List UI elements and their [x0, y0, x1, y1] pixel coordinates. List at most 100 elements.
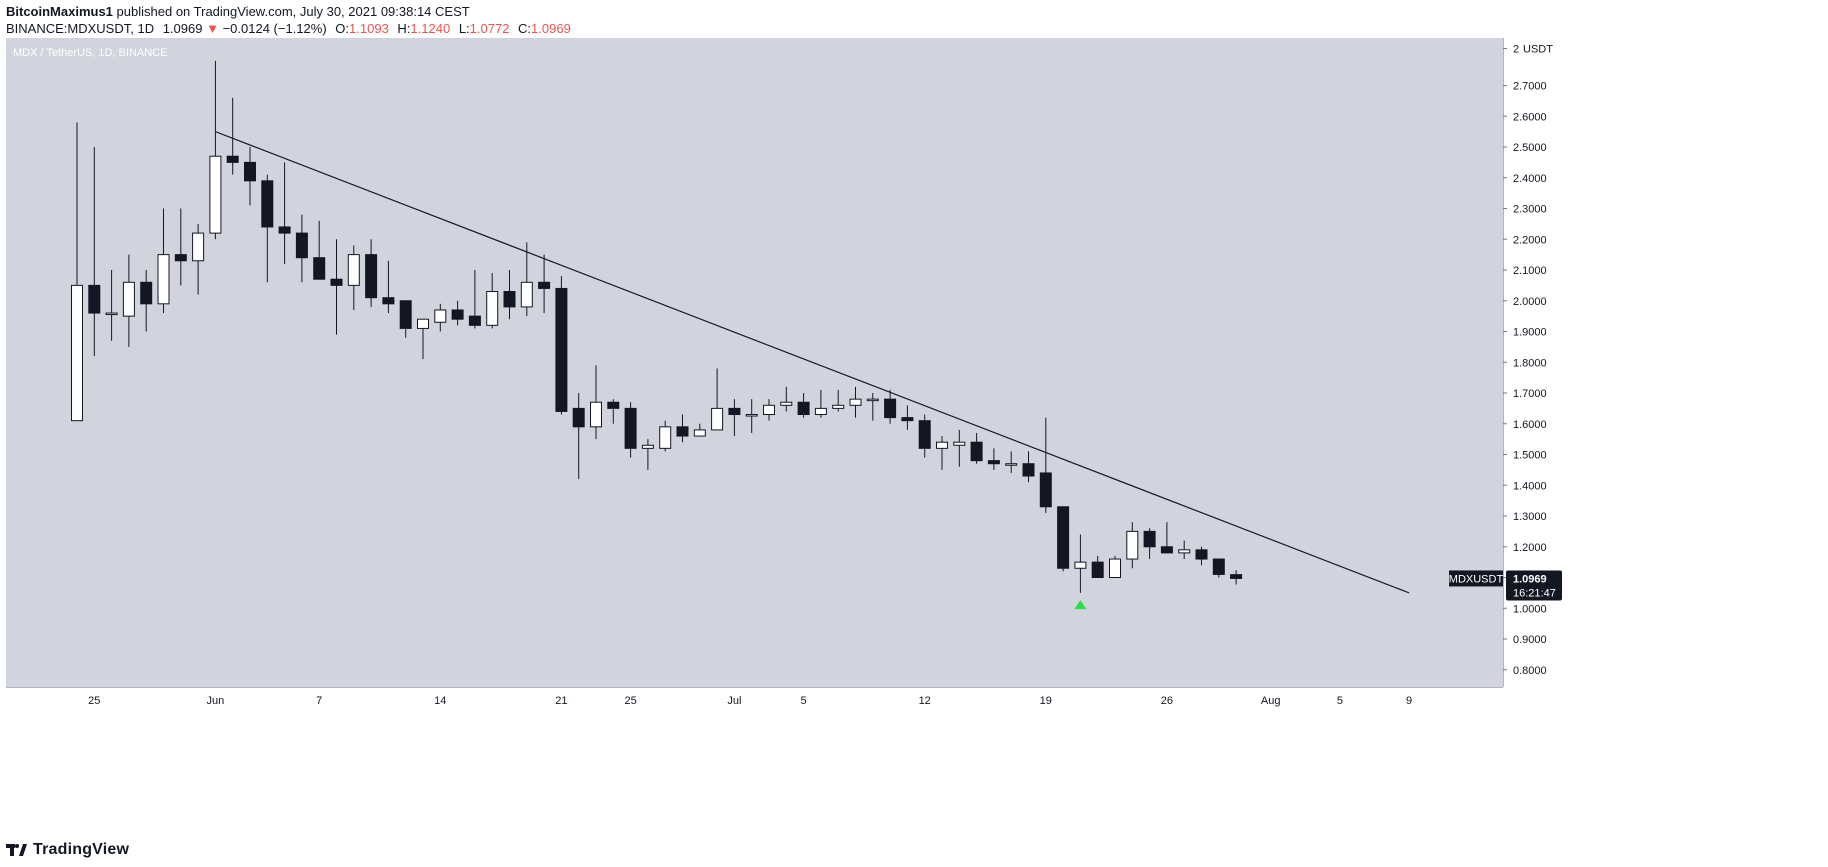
candle-down[interactable] — [676, 414, 689, 443]
x-tick-label: 5 — [1337, 695, 1343, 707]
candle-down[interactable] — [313, 220, 326, 280]
candle-up[interactable] — [1005, 451, 1018, 473]
candle-down[interactable] — [538, 254, 551, 314]
candle-down[interactable] — [1195, 546, 1208, 566]
candle-down[interactable] — [918, 414, 931, 458]
candle-down[interactable] — [1057, 506, 1070, 572]
tradingview-logo[interactable]: TradingView — [6, 840, 129, 860]
candle-up[interactable] — [953, 429, 966, 467]
candle-up[interactable] — [1074, 534, 1087, 593]
candle-up[interactable] — [814, 389, 827, 418]
candle-body — [105, 312, 118, 316]
candle-up[interactable] — [1109, 555, 1121, 578]
candle-up[interactable] — [434, 303, 447, 332]
candle-down[interactable] — [244, 147, 256, 206]
candle-down[interactable] — [295, 214, 308, 283]
candle-down[interactable] — [555, 276, 568, 415]
candle-down[interactable] — [1039, 417, 1052, 513]
candle-up[interactable] — [641, 439, 654, 470]
candle-up[interactable] — [780, 386, 793, 412]
candle-up[interactable] — [832, 389, 845, 412]
candle-down[interactable] — [140, 270, 153, 332]
candle-down[interactable] — [607, 399, 620, 424]
candle-up[interactable] — [590, 365, 602, 440]
candle-body — [1022, 463, 1035, 477]
candle-up[interactable] — [520, 242, 533, 317]
candle-body — [399, 300, 412, 329]
candle-down[interactable] — [1143, 528, 1156, 560]
candle-up[interactable] — [1178, 540, 1191, 560]
candle-down[interactable] — [1091, 555, 1104, 578]
candle-up[interactable] — [105, 270, 118, 341]
candle-down[interactable] — [901, 405, 914, 430]
y-tick-label: 1.3000 — [1513, 511, 1547, 523]
candle-down[interactable] — [572, 393, 585, 480]
candle-down[interactable] — [987, 448, 1000, 470]
y-tick-label: 2.6000 — [1513, 111, 1547, 123]
candle-body — [555, 287, 568, 412]
candle-down[interactable] — [970, 432, 983, 464]
publish-info: BitcoinMaximus1 published on TradingView… — [6, 4, 470, 20]
candle-up[interactable] — [763, 399, 775, 421]
candle-up[interactable] — [347, 245, 360, 310]
candle-body — [330, 278, 343, 286]
candle-body — [122, 281, 135, 317]
candle-up[interactable] — [659, 420, 672, 452]
candle-body — [884, 398, 897, 419]
candle-down[interactable] — [797, 393, 810, 418]
candle-body — [1212, 558, 1225, 575]
candle-down[interactable] — [382, 260, 395, 314]
candle-down[interactable] — [330, 239, 343, 335]
candle-down[interactable] — [884, 389, 897, 424]
candle-body — [347, 254, 360, 286]
candle-down[interactable] — [261, 174, 274, 283]
candle-up[interactable] — [209, 60, 222, 240]
last-price-bg — [1506, 570, 1562, 601]
candle-down[interactable] — [1160, 522, 1173, 554]
candle-up[interactable] — [1126, 522, 1139, 569]
candle-up[interactable] — [122, 254, 135, 347]
candle-up[interactable] — [849, 386, 862, 418]
plot-area[interactable] — [6, 38, 1503, 687]
candle-up[interactable] — [71, 122, 83, 422]
candle-down[interactable] — [728, 399, 741, 437]
candle-down[interactable] — [451, 300, 464, 326]
candle-up[interactable] — [745, 399, 758, 433]
x-tick-label: 21 — [555, 695, 567, 707]
candle-body — [192, 232, 205, 262]
candle-up[interactable] — [693, 423, 706, 437]
x-tick-label: 25 — [624, 695, 636, 707]
candle-down[interactable] — [1212, 558, 1225, 578]
candle-down[interactable] — [1022, 451, 1035, 483]
candle-down[interactable] — [624, 402, 637, 458]
candle-up[interactable] — [711, 368, 724, 431]
candle-down[interactable] — [88, 147, 101, 357]
candle-down[interactable] — [468, 270, 481, 329]
open-label: O: — [335, 21, 350, 36]
candle-up[interactable] — [417, 318, 429, 360]
candle-body — [572, 407, 585, 428]
candle-up[interactable] — [192, 223, 205, 295]
close-value: 1.0969 — [531, 21, 571, 36]
candle-down[interactable] — [278, 162, 291, 264]
candle-down[interactable] — [226, 97, 239, 175]
x-tick-label: 12 — [919, 695, 931, 707]
candle-up[interactable] — [866, 393, 879, 421]
candle-down[interactable] — [399, 300, 412, 338]
open-value: 1.1093 — [349, 21, 389, 36]
candle-body — [693, 429, 706, 437]
candle-down[interactable] — [365, 239, 378, 307]
candle-up[interactable] — [157, 208, 170, 314]
candle-down[interactable] — [174, 208, 187, 286]
author-name[interactable]: BitcoinMaximus1 — [6, 4, 113, 19]
candle-up[interactable] — [486, 273, 499, 329]
candle-body — [866, 398, 879, 402]
candle-down[interactable] — [503, 270, 516, 320]
time-axis[interactable] — [6, 687, 1503, 712]
descending-trendline[interactable] — [215, 131, 1410, 594]
candle-down[interactable] — [1230, 570, 1243, 585]
candle-up[interactable] — [936, 436, 948, 470]
y-tick-label: 1.5000 — [1513, 450, 1547, 462]
x-tick-label: 14 — [434, 695, 446, 707]
